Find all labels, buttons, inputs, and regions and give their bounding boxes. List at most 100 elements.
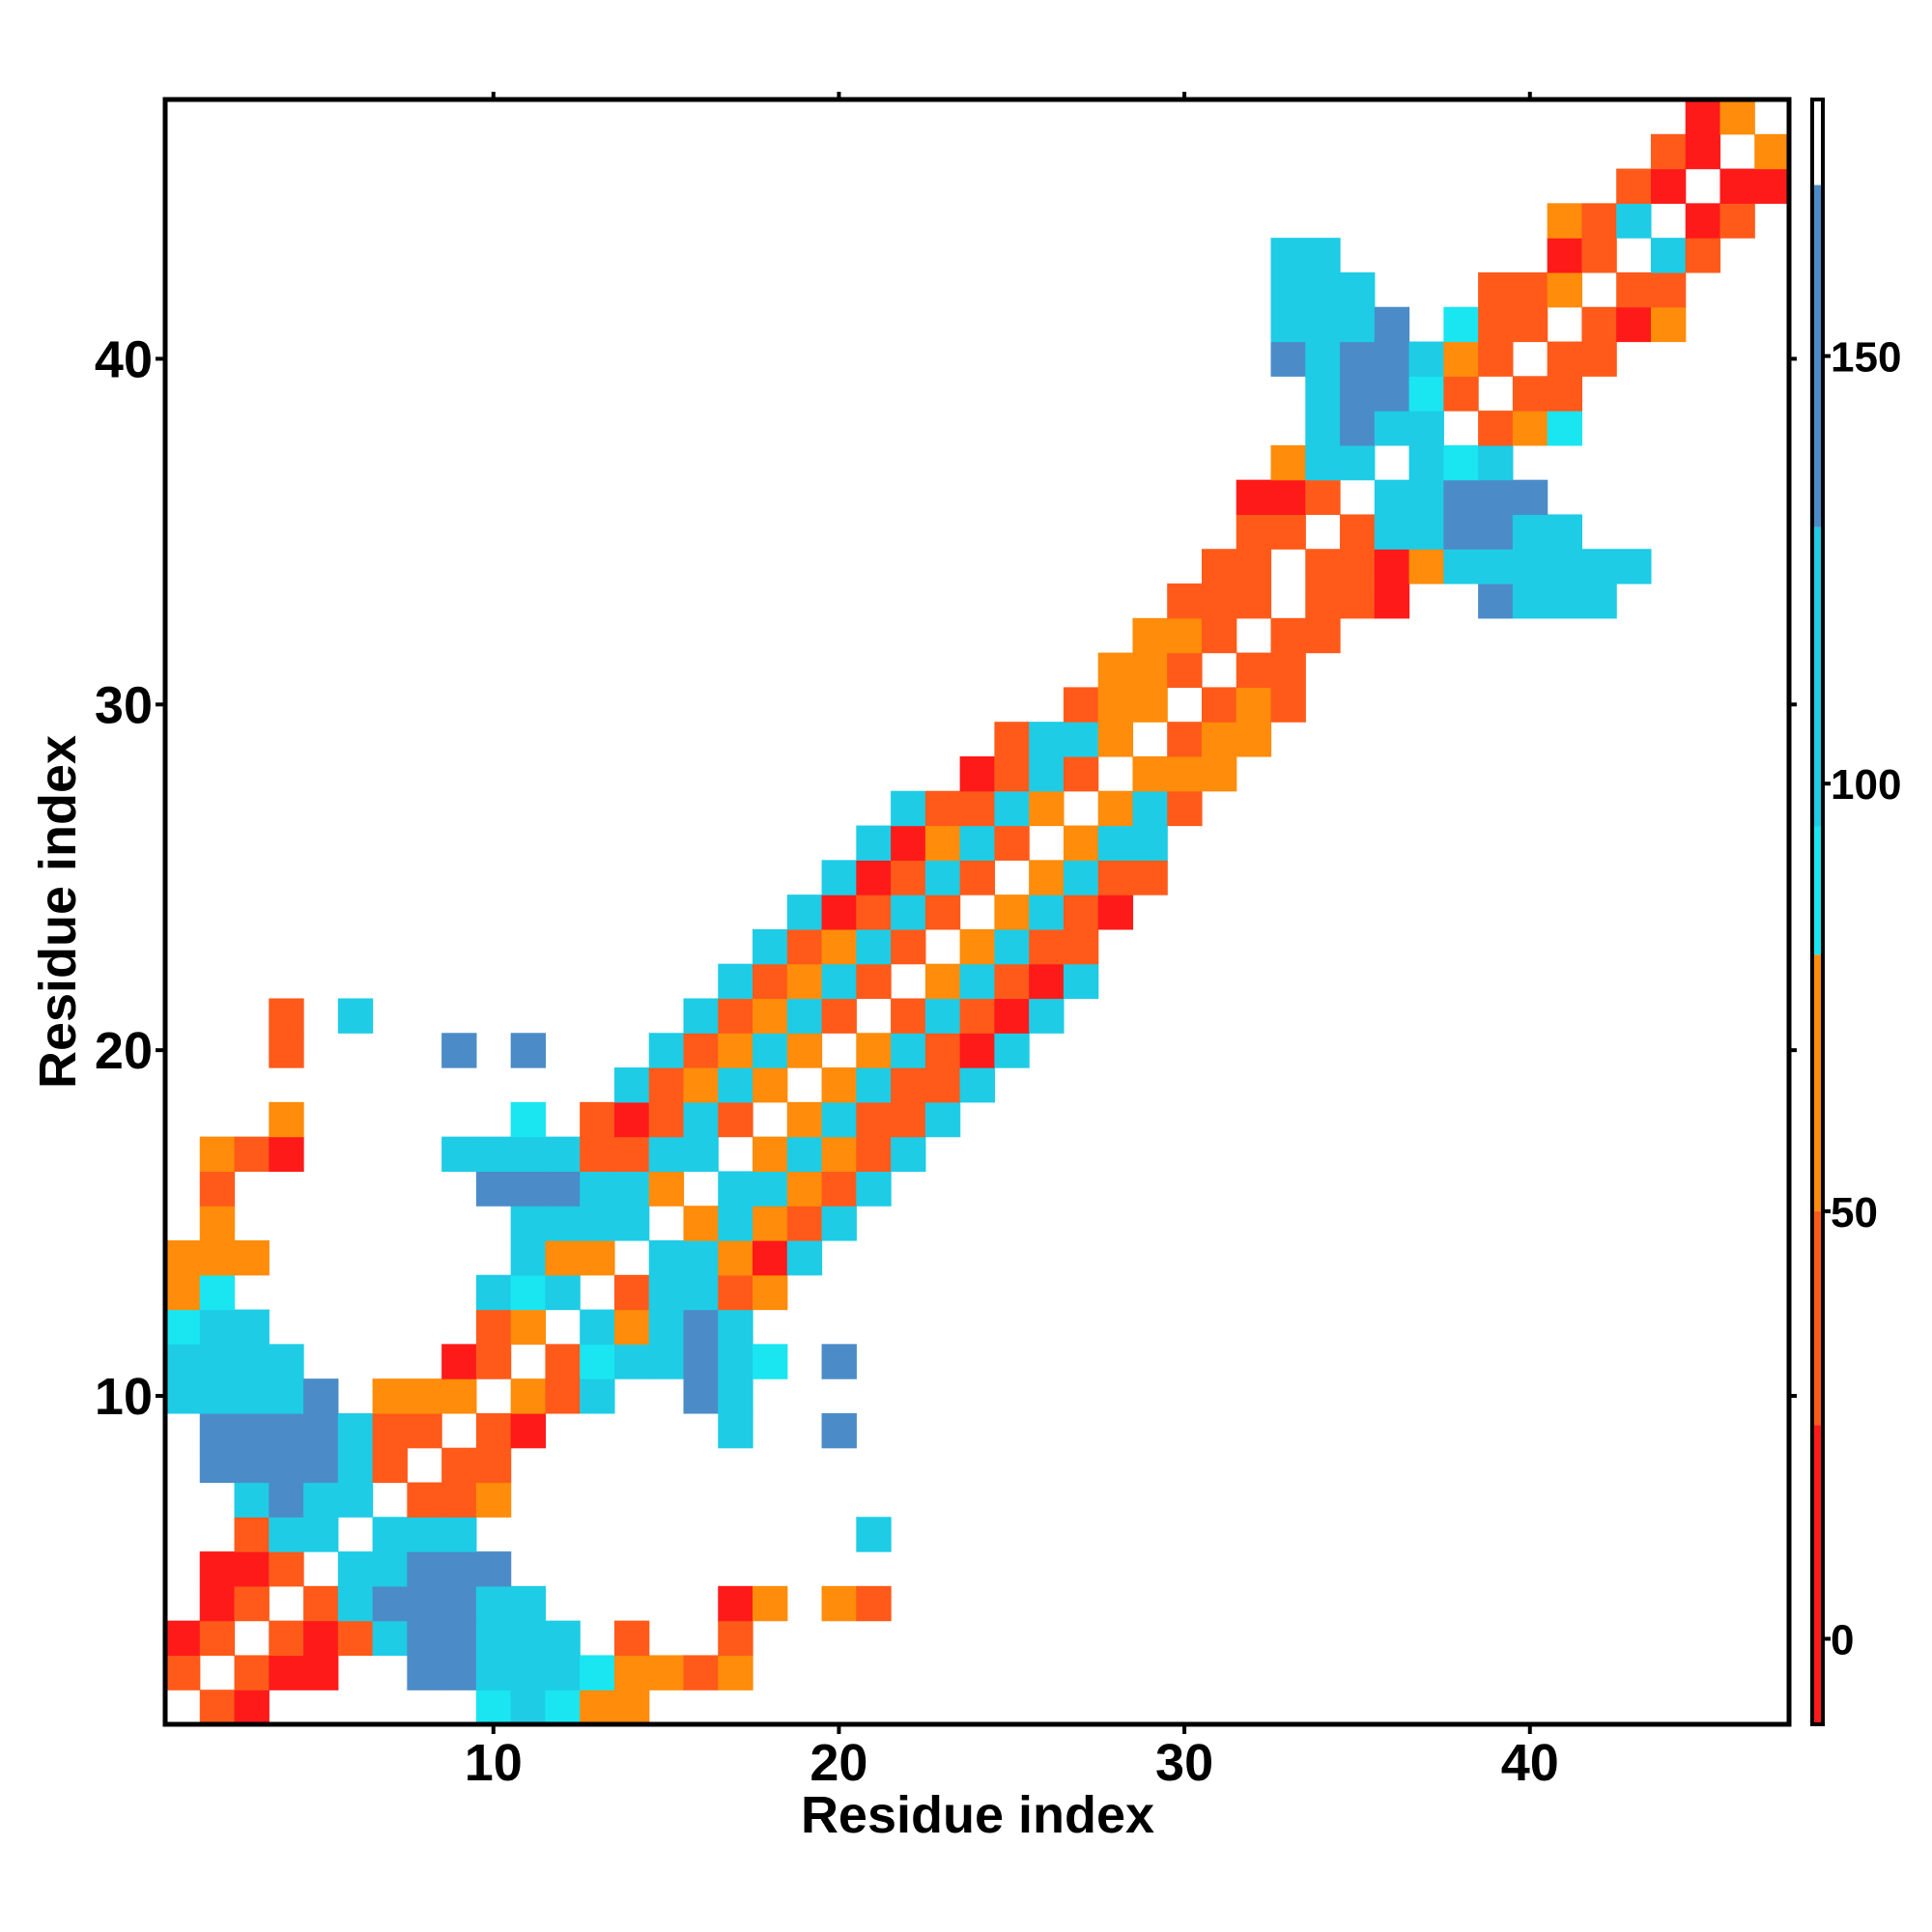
heatmap-cell [1097,652,1134,688]
heatmap-cell [1547,341,1583,377]
heatmap-cell [1478,411,1514,446]
heatmap-cell [613,1136,650,1173]
heatmap-cell [821,1101,857,1138]
colorbar-band [1812,526,1823,827]
heatmap-cell [718,1101,753,1138]
heatmap-cell [1305,549,1341,584]
heatmap-cell [1063,825,1099,861]
y-tick-label: 20 [95,1022,153,1080]
heatmap-cell [1478,444,1514,481]
y-tick-labels: 10 20 30 40 [95,330,153,1426]
colorbar [1812,99,1823,1724]
heatmap-cell [1236,652,1272,688]
heatmap-cell [753,1239,788,1276]
heatmap-cell [994,928,1030,965]
heatmap-cell [648,1239,685,1276]
heatmap-cell [1408,549,1444,584]
heatmap-cell [1650,306,1687,343]
heatmap-cell [718,1620,753,1657]
plot-frame [162,97,1792,1727]
heatmap-cell [269,1655,304,1690]
heatmap-cell [1132,825,1168,861]
heatmap-cell [407,1517,442,1552]
heatmap-cell [1719,99,1755,135]
heatmap-cell [303,1620,339,1657]
heatmap-cell [648,1136,685,1173]
heatmap-cell [269,1412,304,1449]
colorbar-tick-label: 50 [1831,1189,1878,1236]
heatmap-cell [1581,238,1617,273]
heatmap-cell [1581,341,1617,377]
heatmap-cell [718,1274,753,1311]
heatmap-cell [821,1206,857,1241]
heatmap-cell [1616,168,1652,204]
heatmap-cell [994,963,1030,1000]
heatmap-cell [891,1067,926,1103]
heatmap-cell [1305,617,1341,654]
heatmap-cell [856,1101,892,1138]
heatmap-cell [1340,306,1376,343]
heatmap-cell [580,1206,615,1241]
heatmap-cell [1581,583,1617,619]
heatmap-cell [613,1067,650,1103]
heatmap-cell [683,1655,719,1690]
heatmap-cell [1270,617,1306,654]
heatmap-cell [510,1101,547,1138]
heatmap-cell [545,1344,581,1379]
heatmap-cell [510,1378,547,1414]
colorbar-tick-label: 100 [1831,761,1901,809]
heatmap-cell [891,1101,926,1138]
heatmap-cell [545,1274,581,1311]
heatmap-cell [683,1206,719,1241]
heatmap-cell [1201,687,1237,723]
heatmap-cell [407,1585,442,1622]
heatmap-cell [1340,444,1376,481]
heatmap-cell [303,1378,339,1414]
heatmap-cell [924,1101,961,1138]
heatmap-cell [1132,617,1168,654]
heatmap-cell [1443,341,1479,377]
heatmap-cell [1305,411,1341,446]
heatmap-cell [683,1274,719,1311]
heatmap-cell [337,1482,374,1518]
heatmap-cell [753,1067,788,1103]
colorbar-band [1812,1210,1823,1426]
heatmap-cell [475,1309,512,1345]
heatmap-cell [1063,687,1099,723]
heatmap-cell [475,1171,512,1207]
heatmap-cell [1167,617,1203,654]
heatmap-cell [580,1690,615,1725]
heatmap-cell [269,1517,304,1552]
heatmap-cell [1063,963,1099,1000]
heatmap-cell [753,963,788,1000]
heatmap-cell [1340,341,1376,377]
heatmap-cell [269,1447,304,1484]
heatmap-cell [1270,479,1306,516]
heatmap-cell [1512,376,1548,412]
heatmap-cell [1650,238,1687,273]
heatmap-cell [959,928,995,965]
heatmap-cells [165,99,1790,1725]
heatmap-cell [372,1517,408,1552]
heatmap-cell [269,1136,304,1173]
x-tick-labels: 10 20 30 40 [465,1734,1559,1792]
heatmap-cell [407,1655,442,1690]
heatmap-cell [753,1274,788,1311]
heatmap-cell [1270,341,1306,377]
heatmap-cell [786,963,823,1000]
heatmap-cell [441,1551,477,1587]
heatmap-cell [1236,549,1272,584]
heatmap-cell [924,998,961,1034]
heatmap-cell [856,1136,892,1173]
heatmap-cell [1547,203,1583,239]
heatmap-cell [545,1239,581,1276]
heatmap-cell [1616,549,1652,584]
heatmap-cell [959,755,995,792]
heatmap-cell [1547,238,1583,273]
heatmap-cell [407,1482,442,1518]
heatmap-cell [1512,514,1548,550]
heatmap-cell [1650,271,1687,308]
heatmap-cell [407,1412,442,1449]
heatmap-cell [441,1517,477,1552]
